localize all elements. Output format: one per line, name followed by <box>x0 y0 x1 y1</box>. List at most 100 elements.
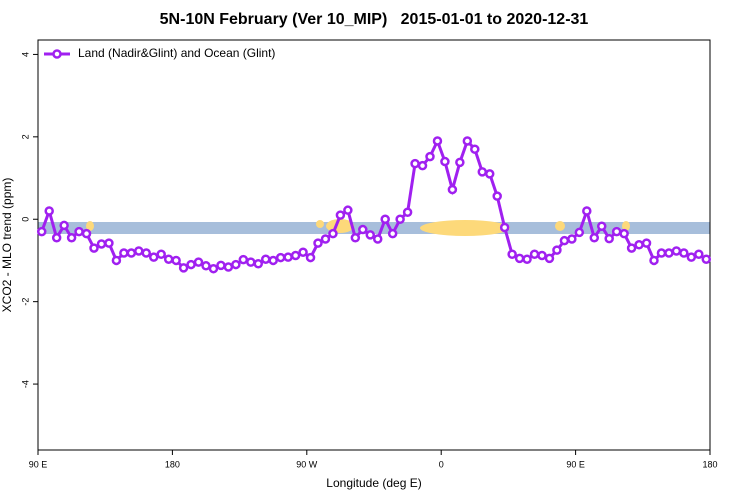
data-point <box>51 233 62 243</box>
data-point <box>335 210 346 220</box>
data-point <box>298 247 308 257</box>
data-point <box>619 228 629 239</box>
data-point <box>514 253 525 264</box>
data-point <box>604 233 614 244</box>
y-tick-label: -4 <box>20 380 30 388</box>
data-point <box>343 205 353 215</box>
data-point <box>582 206 592 216</box>
data-point <box>402 207 413 217</box>
data-point <box>260 254 271 264</box>
data-point <box>567 234 577 244</box>
data-point <box>201 261 211 271</box>
data-point <box>178 263 189 273</box>
y-tick-label: 4 <box>20 52 30 57</box>
data-point <box>358 224 368 235</box>
data-point <box>589 233 600 243</box>
data-point <box>701 254 712 264</box>
data-point <box>365 230 376 240</box>
data-point <box>156 249 166 260</box>
data-point <box>679 248 689 258</box>
data-point <box>641 238 652 248</box>
data-point <box>395 214 405 224</box>
y-tick-label: 0 <box>20 217 30 222</box>
x-tick-label: 0 <box>439 459 444 469</box>
data-point <box>596 221 607 232</box>
chart-title: 5N-10N February (Ver 10_MIP) 2015-01-01 … <box>160 11 589 28</box>
data-point <box>499 222 510 233</box>
data-point <box>148 252 159 262</box>
data-point <box>410 158 420 169</box>
data-point <box>141 248 152 258</box>
data-point <box>246 257 256 267</box>
plot-frame <box>37 39 711 451</box>
data-point <box>119 248 129 258</box>
data-point <box>81 228 92 239</box>
legend-marker <box>52 49 62 59</box>
data-point <box>649 255 659 266</box>
data-point <box>216 260 226 271</box>
y-tick-label: 2 <box>20 134 30 139</box>
data-point <box>231 259 241 270</box>
data-point <box>313 238 323 248</box>
y-tick-label: -2 <box>20 298 30 306</box>
data-point <box>484 169 495 179</box>
data-point <box>425 151 435 162</box>
data-point <box>529 249 540 260</box>
data-point <box>74 226 84 237</box>
data-point <box>163 254 174 264</box>
x-tick-label: 90 W <box>296 459 318 469</box>
data-point <box>626 243 637 253</box>
data-point <box>44 206 54 216</box>
data-point <box>328 228 338 239</box>
data-point <box>544 253 555 264</box>
data-point <box>89 243 99 253</box>
data-point <box>694 249 704 260</box>
legend-label: Land (Nadir&Glint) and Ocean (Glint) <box>78 46 275 60</box>
data-point <box>462 136 473 146</box>
data-point <box>671 246 682 256</box>
data-point <box>208 263 219 274</box>
data-point <box>320 234 331 244</box>
data-point <box>656 248 667 258</box>
data-point <box>66 233 77 243</box>
data-point <box>432 136 443 146</box>
data-point <box>634 240 644 250</box>
x-tick-label: 180 <box>702 459 717 469</box>
data-point <box>686 252 697 262</box>
data-point <box>134 246 144 256</box>
data-point <box>126 248 137 258</box>
data-point <box>223 262 234 272</box>
data-point <box>111 255 122 266</box>
data-point <box>664 248 674 258</box>
data-point <box>59 220 69 231</box>
data-point <box>522 254 532 264</box>
data-point <box>268 255 278 266</box>
data-point <box>290 250 301 261</box>
data-point <box>350 233 361 243</box>
data-point <box>253 258 264 269</box>
data-point <box>552 245 562 255</box>
data-point <box>305 252 316 263</box>
y-axis-label: XCO2 - MLO trend (ppm) <box>0 178 14 313</box>
data-point <box>283 252 293 262</box>
data-point <box>36 226 47 237</box>
data-point <box>455 157 465 168</box>
data-point <box>477 167 488 177</box>
data-point <box>275 252 286 263</box>
data-point <box>470 144 480 154</box>
data-point <box>537 250 547 261</box>
data-point <box>186 259 196 270</box>
data-point <box>171 255 181 266</box>
data-point <box>417 160 428 171</box>
data-point <box>574 227 585 238</box>
data-point <box>387 228 398 239</box>
data-point <box>96 239 107 249</box>
data-point <box>238 254 249 265</box>
data-point <box>104 238 114 248</box>
data-point <box>440 156 450 167</box>
x-tick-label: 180 <box>165 459 180 469</box>
x-axis-label: Longitude (deg E) <box>326 476 421 490</box>
data-point <box>447 184 458 195</box>
data-point <box>492 191 502 201</box>
x-tick-label: 90 E <box>29 459 48 469</box>
